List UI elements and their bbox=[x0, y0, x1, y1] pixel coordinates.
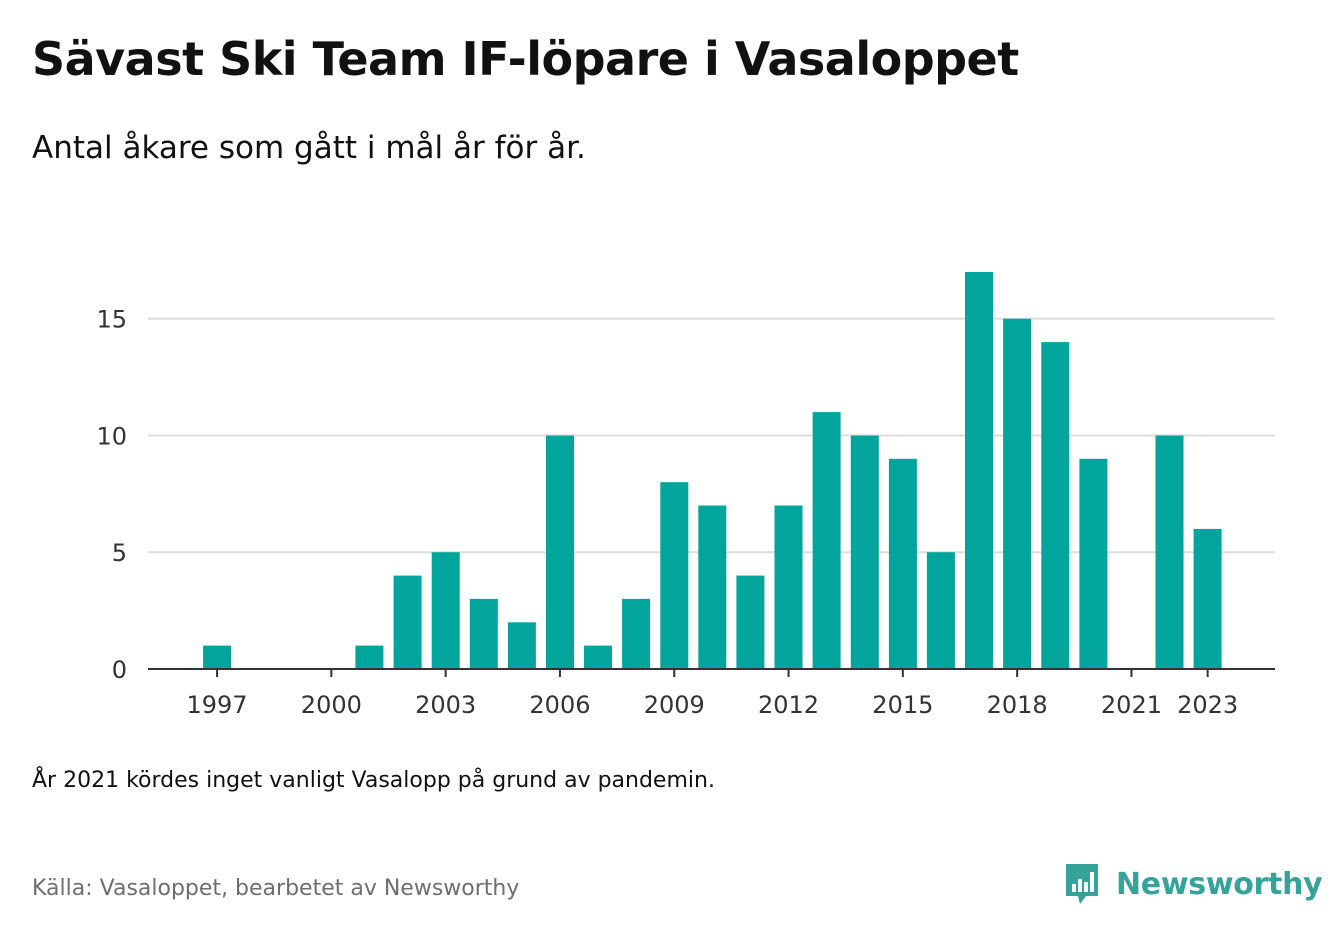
chart-title: Sävast Ski Team IF-löpare i Vasaloppet bbox=[32, 32, 1019, 86]
y-axis-labels: 0 5 10 15 bbox=[96, 306, 127, 684]
x-tick-label: 2021 bbox=[1101, 691, 1162, 719]
x-tick-label: 1997 bbox=[187, 691, 248, 719]
bar-2022 bbox=[1155, 435, 1184, 669]
bar-2006 bbox=[546, 435, 574, 669]
y-tick-label: 0 bbox=[112, 656, 127, 684]
bar-1997 bbox=[203, 645, 232, 669]
x-tick-label: 2012 bbox=[758, 691, 819, 719]
bar-2007 bbox=[584, 645, 612, 669]
bar-2008 bbox=[622, 598, 651, 669]
bar-2019 bbox=[1041, 342, 1070, 669]
y-tick-label: 15 bbox=[96, 306, 127, 334]
x-tick-label: 2015 bbox=[872, 691, 933, 719]
bar-2010 bbox=[698, 505, 727, 669]
source-text: Källa: Vasaloppet, bearbetet av Newswort… bbox=[32, 876, 520, 901]
bar-2002 bbox=[393, 575, 422, 669]
x-tick-label: 2000 bbox=[301, 691, 362, 719]
bar-2003 bbox=[431, 552, 460, 669]
y-tick-label: 5 bbox=[112, 539, 127, 567]
brand-logo: Newsworthy bbox=[1062, 860, 1323, 908]
chart-subtitle: Antal åkare som gått i mål år för år. bbox=[32, 130, 586, 166]
bar-2023 bbox=[1193, 528, 1222, 669]
y-tick-label: 10 bbox=[96, 422, 127, 450]
bar-2005 bbox=[507, 622, 536, 669]
x-tick-label: 2018 bbox=[987, 691, 1048, 719]
newsworthy-logo-icon bbox=[1066, 864, 1098, 904]
bar-2011 bbox=[736, 575, 765, 669]
bar-2012 bbox=[774, 505, 803, 669]
bar-2020 bbox=[1079, 458, 1108, 669]
x-axis-ticks bbox=[216, 669, 1209, 677]
bar-2014 bbox=[850, 435, 879, 669]
bar-2018 bbox=[1003, 318, 1032, 669]
brand-name: Newsworthy bbox=[1116, 866, 1323, 902]
bar-2004 bbox=[469, 598, 498, 669]
bars bbox=[203, 272, 1222, 669]
x-tick-label: 2003 bbox=[415, 691, 476, 719]
x-tick-label: 2009 bbox=[644, 691, 705, 719]
bar-2015 bbox=[888, 458, 917, 669]
x-axis-labels: 1997 2000 2003 2006 2009 2012 2015 2018 2021 2023 bbox=[187, 691, 1239, 719]
footnote: År 2021 kördes inget vanligt Vasalopp på… bbox=[32, 768, 715, 793]
bar-2001 bbox=[355, 645, 384, 669]
x-tick-label: 2006 bbox=[529, 691, 590, 719]
bar-2013 bbox=[812, 412, 841, 669]
bar-2016 bbox=[926, 552, 955, 669]
bar-2017 bbox=[965, 272, 993, 669]
bar-2009 bbox=[660, 482, 689, 669]
x-tick-label: 2023 bbox=[1177, 691, 1238, 719]
